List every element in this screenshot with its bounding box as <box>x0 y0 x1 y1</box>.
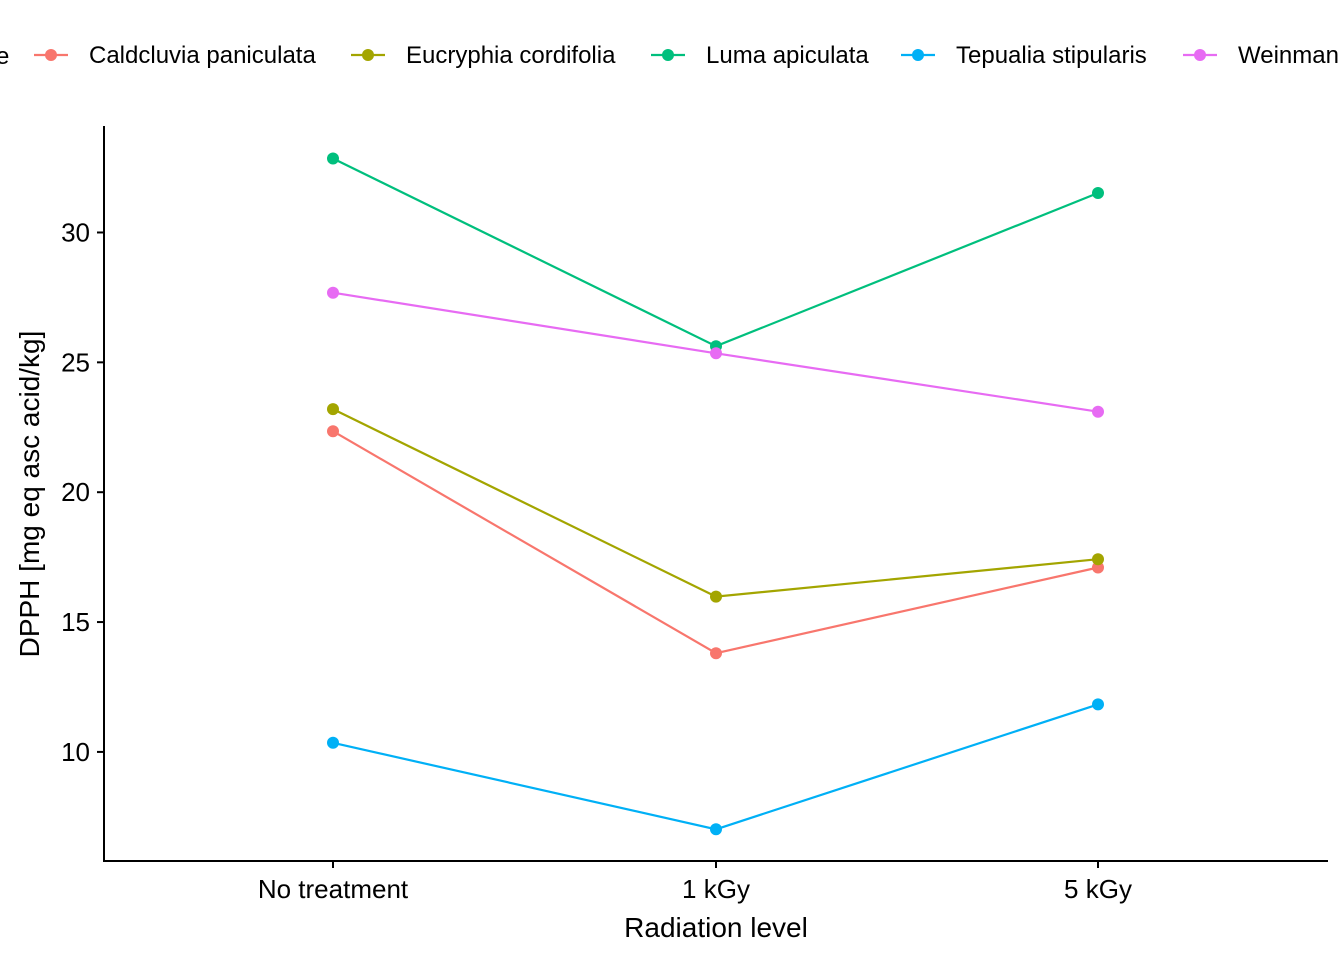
legend-item: Tepualia stipularis <box>901 42 1147 69</box>
data-point <box>1092 405 1104 418</box>
series-lines <box>332 157 1099 831</box>
legend-key-point <box>662 49 674 61</box>
x-tick-label: 5 kGy <box>1064 874 1132 904</box>
legend-key-point <box>912 49 924 61</box>
legend-label: Luma apiculata <box>706 42 869 69</box>
y-tick-label: 25 <box>61 347 90 377</box>
legend-key-point <box>362 49 374 61</box>
y-tick-label: 10 <box>61 737 90 767</box>
data-point <box>710 347 722 360</box>
data-point <box>1092 698 1104 711</box>
series-points <box>327 152 1104 836</box>
x-axis-title: Radiation level <box>624 912 808 943</box>
legend-item: Weinman <box>1183 42 1339 69</box>
data-point <box>1092 187 1104 199</box>
data-point <box>327 152 339 165</box>
series-line <box>332 157 1099 348</box>
data-point <box>327 425 339 438</box>
x-tick-label: No treatment <box>258 874 409 904</box>
y-tick-label: 15 <box>61 607 90 637</box>
y-tick-label: 20 <box>61 477 90 507</box>
x-ticks: No treatment 1 kGy 5 kGy <box>258 861 1132 904</box>
legend-label: Caldcluvia paniculata <box>89 42 316 69</box>
y-ticks: 10 15 20 25 30 <box>61 217 104 767</box>
legend-label: Tepualia stipularis <box>956 42 1147 69</box>
legend-item: Eucryphia cordifolia <box>351 42 616 69</box>
data-point <box>710 823 722 836</box>
data-point <box>327 403 339 416</box>
legend-item: Caldcluvia paniculata <box>34 42 316 69</box>
legend-key-point <box>45 49 57 61</box>
series-line <box>332 408 1099 598</box>
data-point <box>327 736 339 749</box>
data-point <box>710 647 722 660</box>
data-point <box>1092 561 1104 574</box>
legend-label: Eucryphia cordifolia <box>406 42 616 69</box>
data-point <box>327 286 339 299</box>
data-point <box>710 590 722 603</box>
legend-item: Luma apiculata <box>651 42 869 69</box>
legend-key-point <box>1194 49 1206 61</box>
data-point <box>1092 553 1104 566</box>
legend: e Caldcluvia paniculata Eucryphia cordifo… <box>0 42 1339 70</box>
y-tick-label: 30 <box>61 217 90 247</box>
axes <box>103 126 1328 862</box>
series-line <box>332 703 1099 831</box>
legend-title-fragment: e <box>0 43 9 70</box>
legend-label: Weinman <box>1238 42 1339 69</box>
y-axis-title: DPPH [mg eq asc acid/kg] <box>14 331 45 658</box>
x-tick-label: 1 kGy <box>682 874 750 904</box>
